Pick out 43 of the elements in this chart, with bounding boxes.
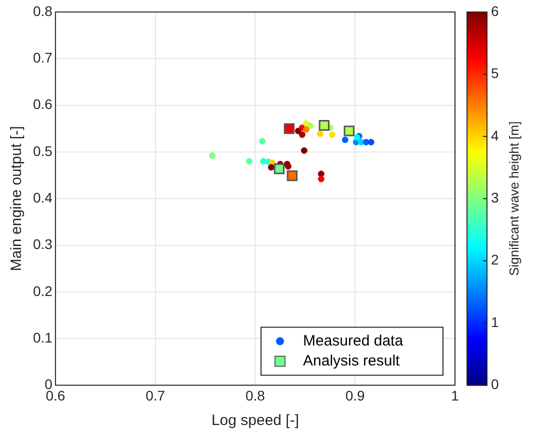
color-bar-label: 6 <box>491 2 499 19</box>
point <box>368 138 374 146</box>
color-bar-label: 4 <box>491 127 499 144</box>
point <box>298 131 306 138</box>
legend-label: Analysis result <box>303 352 401 370</box>
point <box>284 123 295 134</box>
y-tick-label: 0.8 <box>32 2 53 19</box>
y-tick-label: 0.5 <box>32 142 53 159</box>
y-tick-label: 0.3 <box>32 236 53 252</box>
point <box>318 120 330 131</box>
y-tick-label: 0.4 <box>32 189 53 206</box>
point <box>268 164 274 171</box>
point <box>302 126 310 133</box>
color-bar-label: 2 <box>491 252 499 268</box>
point <box>300 147 308 154</box>
point <box>344 126 354 136</box>
point <box>342 136 348 144</box>
y-tick-label: 0.1 <box>32 329 53 346</box>
x-axis-title: Log speed [-] <box>211 412 300 430</box>
point <box>209 152 216 159</box>
point <box>328 131 336 138</box>
color-bar-label: 0 <box>491 376 499 392</box>
color-bar-title: Significant wave height [m] <box>506 121 522 276</box>
y-tick-label: 0.2 <box>32 282 53 299</box>
color-bar-label: 3 <box>491 189 499 206</box>
x-tick-label: 1 <box>451 387 460 404</box>
y-tick-label: 0.7 <box>32 50 53 66</box>
point <box>316 130 324 138</box>
point <box>318 176 324 182</box>
legend-label: Measured data <box>303 332 404 350</box>
color-bar-label: 1 <box>491 314 499 330</box>
point <box>286 170 298 182</box>
y-axis-title: Main engine output [-] <box>8 126 26 272</box>
y-tick-label: 0.6 <box>32 96 53 112</box>
x-tick-label: 0.8 <box>245 387 266 404</box>
point <box>260 158 266 165</box>
color-bar-label: 5 <box>491 65 499 82</box>
point <box>246 158 252 165</box>
point <box>258 138 266 144</box>
x-tick-label: 0.7 <box>146 387 166 404</box>
x-tick-label: 0.9 <box>345 387 366 404</box>
point <box>284 163 292 170</box>
point <box>274 163 285 174</box>
